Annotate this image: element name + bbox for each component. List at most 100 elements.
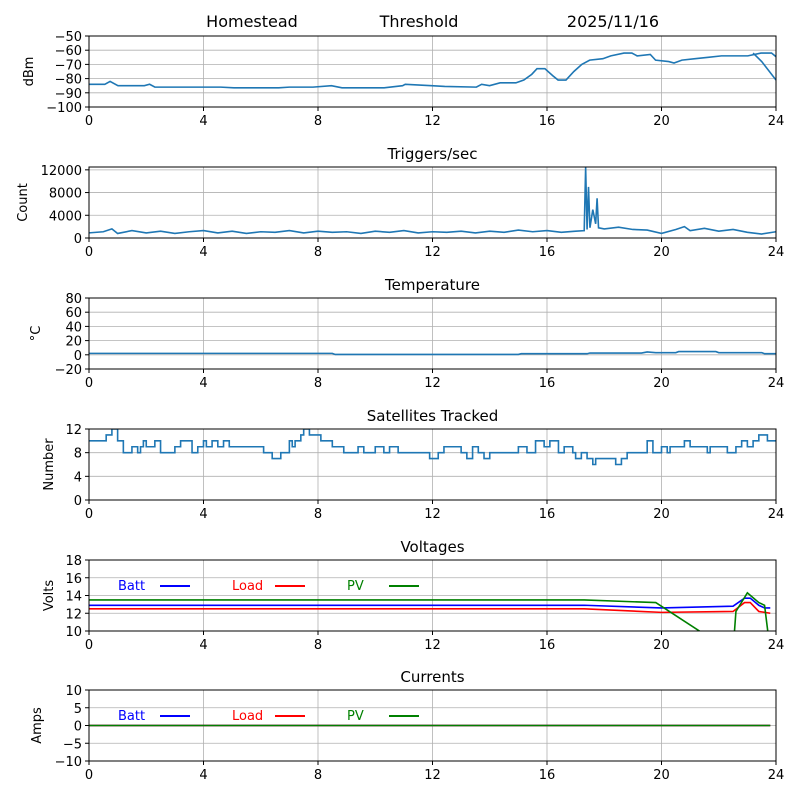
axes-frame [88, 35, 777, 108]
y-tick-label: −100 [46, 101, 82, 116]
x-tick-label: 0 [85, 638, 93, 653]
y-tick-label: −10 [55, 755, 82, 770]
x-tick-label: 20 [653, 114, 670, 129]
legend-label-pv: PV [347, 579, 364, 594]
y-tick-label: −50 [55, 30, 82, 45]
x-tick-label: 8 [314, 507, 322, 522]
header-station: Homestead [206, 12, 298, 31]
y-tick-label: −5 [63, 737, 82, 752]
subplot-5: 0 4 8 12 16 20 24 −10 −5 0 5 10 Batt Load PV Currents Am… [30, 668, 784, 783]
x-tick-label: 20 [653, 507, 670, 522]
subplot-3: 0 4 8 12 16 20 24 0 4 8 12 Satellites Tracked Number [42, 407, 784, 522]
y-axis-label: dBm [22, 57, 37, 87]
legend-label-load: Load [232, 579, 263, 594]
y-tick-label: 20 [65, 335, 82, 350]
axes-frame [88, 428, 777, 501]
series-line-temperature [89, 350, 776, 356]
series-line-pv [89, 591, 769, 631]
subplot-title: Currents [400, 668, 464, 686]
y-tick-label: −70 [55, 58, 82, 73]
legend-label-batt: Batt [118, 709, 145, 724]
y-tick-label: 0 [74, 720, 82, 735]
axes-frame [88, 297, 777, 370]
y-tick-label: −20 [55, 363, 82, 378]
x-tick-label: 12 [424, 114, 441, 129]
x-tick-label: 16 [539, 507, 556, 522]
y-tick-label: 12000 [41, 164, 82, 179]
x-tick-label: 8 [314, 376, 322, 391]
x-tick-label: 4 [199, 507, 207, 522]
x-tick-label: 16 [539, 638, 556, 653]
x-tick-label: 24 [768, 114, 785, 129]
x-tick-label: 16 [539, 376, 556, 391]
subplot-title: Triggers/sec [387, 145, 478, 163]
x-tick-label: 16 [539, 245, 556, 260]
x-tick-label: 20 [653, 376, 670, 391]
x-tick-label: 8 [314, 114, 322, 129]
y-axis-label: Amps [30, 707, 45, 744]
y-tick-label: 5 [74, 702, 82, 717]
x-tick-label: 12 [424, 245, 441, 260]
y-tick-label: 12 [65, 423, 82, 438]
y-tick-label: 4000 [49, 209, 82, 224]
x-tick-label: 4 [199, 376, 207, 391]
x-tick-label: 8 [314, 768, 322, 783]
x-tick-label: 24 [768, 638, 785, 653]
y-tick-label: 40 [65, 320, 82, 335]
legend-label-batt: Batt [118, 579, 145, 594]
y-tick-label: 0 [74, 349, 82, 364]
y-tick-label: −60 [55, 44, 82, 59]
axes-frame [88, 559, 777, 632]
axes-frame [88, 166, 777, 239]
x-tick-label: 24 [768, 376, 785, 391]
y-tick-label: 80 [65, 292, 82, 307]
legend-label-pv: PV [347, 709, 364, 724]
subplot-title: Satellites Tracked [367, 407, 498, 425]
x-tick-label: 12 [424, 768, 441, 783]
subplot-4: 0 4 8 12 16 20 24 10 12 14 16 18 Batt Load PV Voltages V… [42, 538, 784, 653]
series-line-signal [89, 52, 776, 89]
x-tick-label: 12 [424, 638, 441, 653]
y-tick-label: 10 [65, 625, 82, 640]
x-tick-label: 12 [424, 507, 441, 522]
y-tick-label: 18 [65, 554, 82, 569]
x-tick-label: 4 [199, 114, 207, 129]
y-tick-label: 16 [65, 572, 82, 587]
y-axis-label: Count [16, 183, 31, 222]
x-tick-label: 12 [424, 376, 441, 391]
x-tick-label: 0 [85, 245, 93, 260]
header-date: 2025/11/16 [567, 12, 659, 31]
x-tick-label: 0 [85, 768, 93, 783]
y-tick-label: 12 [65, 607, 82, 622]
y-tick-label: −90 [55, 87, 82, 102]
y-axis-label: Volts [42, 580, 57, 612]
subplot-title: Temperature [384, 276, 480, 294]
x-tick-label: 0 [85, 114, 93, 129]
series-line-signal-end [752, 52, 776, 81]
legend-label-load: Load [232, 709, 263, 724]
x-tick-label: 16 [539, 768, 556, 783]
y-tick-label: 0 [74, 494, 82, 509]
series-line-triggers [89, 167, 776, 235]
y-tick-label: 10 [65, 684, 82, 699]
x-tick-label: 0 [85, 507, 93, 522]
subplot-0: 0 4 8 12 16 20 24 −100−90−80−70−60−50 dBm [22, 30, 784, 129]
series-line-satellites [89, 429, 776, 466]
x-tick-label: 8 [314, 638, 322, 653]
subplot-1: 0 4 8 12 16 20 24 0 4000 8000 12000 Triggers/sec Cou… [16, 145, 784, 260]
x-tick-label: 4 [199, 768, 207, 783]
x-tick-label: 24 [768, 768, 785, 783]
x-tick-label: 20 [653, 245, 670, 260]
y-tick-label: 0 [74, 232, 82, 247]
y-axis-label: °C [29, 326, 44, 342]
axes-frame [88, 689, 777, 762]
y-tick-label: −80 [55, 73, 82, 88]
y-tick-label: 60 [65, 306, 82, 321]
y-axis-label: Number [42, 438, 57, 491]
x-tick-label: 8 [314, 245, 322, 260]
header-mode: Threshold [379, 12, 459, 31]
subplot-title: Voltages [400, 538, 464, 556]
